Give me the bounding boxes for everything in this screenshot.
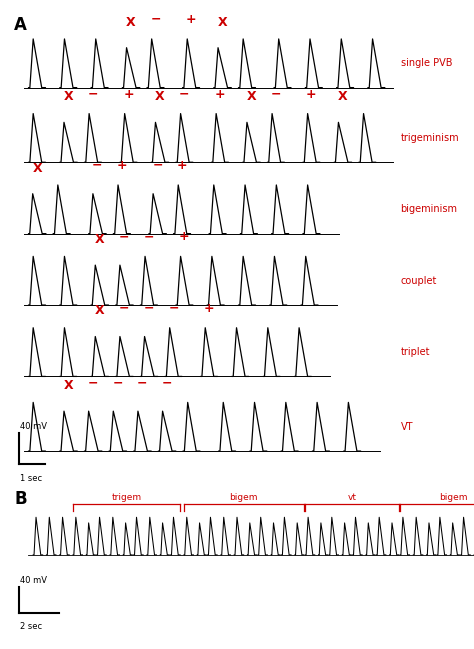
Text: X: X — [338, 90, 348, 103]
Text: +: + — [123, 88, 134, 101]
Text: −: − — [92, 159, 103, 172]
Text: 1 sec: 1 sec — [20, 474, 42, 483]
Text: −: − — [88, 88, 98, 101]
Text: −: − — [119, 230, 130, 243]
Text: +: + — [186, 13, 196, 26]
Text: −: − — [137, 376, 148, 389]
Text: +: + — [117, 159, 127, 172]
Text: 40 mV: 40 mV — [20, 576, 47, 585]
Text: X: X — [64, 90, 73, 103]
Text: X: X — [246, 90, 256, 103]
Text: +: + — [204, 302, 214, 315]
Text: −: − — [168, 302, 179, 315]
Text: −: − — [112, 376, 123, 389]
Text: +: + — [179, 230, 190, 243]
Text: vt: vt — [347, 493, 356, 502]
Text: X: X — [126, 16, 136, 29]
Text: X: X — [95, 304, 105, 317]
Text: −: − — [271, 88, 281, 101]
Text: X: X — [95, 233, 105, 246]
Text: couplet: couplet — [401, 276, 437, 286]
Text: bigem: bigem — [439, 493, 468, 502]
Text: VT: VT — [401, 422, 413, 432]
Text: +: + — [177, 159, 187, 172]
Text: −: − — [162, 376, 173, 389]
Text: B: B — [14, 490, 27, 508]
Text: +: + — [215, 88, 225, 101]
Text: X: X — [64, 379, 73, 392]
Text: X: X — [218, 16, 228, 29]
Text: X: X — [32, 162, 42, 175]
Text: −: − — [144, 302, 155, 315]
Text: bigem: bigem — [229, 493, 258, 502]
Text: bigeminism: bigeminism — [401, 204, 457, 214]
Text: −: − — [144, 230, 154, 243]
Text: −: − — [152, 159, 163, 172]
Text: triplet: triplet — [401, 347, 430, 357]
Text: trigeminism: trigeminism — [401, 133, 459, 143]
Text: trigem: trigem — [111, 493, 142, 502]
Text: X: X — [155, 90, 165, 103]
Text: +: + — [306, 88, 317, 101]
Text: 2 sec: 2 sec — [20, 622, 42, 631]
Text: −: − — [179, 88, 190, 101]
Text: 40 mV: 40 mV — [20, 422, 47, 431]
Text: single PVB: single PVB — [401, 58, 452, 68]
Text: −: − — [88, 376, 99, 389]
Text: −: − — [119, 302, 130, 315]
Text: −: − — [150, 13, 161, 26]
Text: A: A — [14, 16, 27, 34]
